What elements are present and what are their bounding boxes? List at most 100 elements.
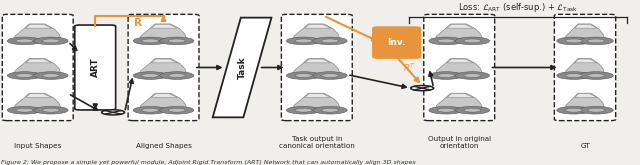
Circle shape [565,39,582,43]
Circle shape [168,74,186,77]
Circle shape [34,72,68,79]
Polygon shape [436,59,483,75]
Polygon shape [436,93,483,110]
Polygon shape [447,24,474,28]
Polygon shape [565,59,605,75]
Circle shape [588,39,605,43]
Polygon shape [26,24,52,28]
Text: Aligned Shapes: Aligned Shapes [136,143,191,149]
Text: Figure 2: We propose a simple yet powerful module, Adjoint Rigid Transform (ART): Figure 2: We propose a simple yet powerf… [1,160,415,165]
Polygon shape [305,24,331,28]
Circle shape [141,108,159,112]
Circle shape [455,37,490,45]
Polygon shape [305,94,331,98]
Circle shape [42,74,60,77]
Polygon shape [305,59,331,63]
Circle shape [16,108,33,112]
Circle shape [168,108,186,112]
Polygon shape [151,94,178,98]
Circle shape [133,37,168,45]
Circle shape [411,86,434,91]
Text: Inv.: Inv. [387,38,406,47]
Circle shape [455,106,490,114]
Text: $R^T$: $R^T$ [403,62,416,74]
Polygon shape [212,18,271,117]
Text: Task: Task [237,56,246,79]
Text: Task output in
canonical orientation: Task output in canonical orientation [279,136,355,149]
Circle shape [321,74,339,77]
Circle shape [42,39,60,43]
Circle shape [579,72,613,79]
Circle shape [565,108,582,112]
Polygon shape [447,94,474,98]
Circle shape [321,108,339,112]
Circle shape [579,37,613,45]
FancyBboxPatch shape [75,25,116,110]
Circle shape [588,108,605,112]
Circle shape [313,72,347,79]
Circle shape [287,37,321,45]
Polygon shape [140,59,187,75]
Polygon shape [575,94,597,98]
Polygon shape [575,24,597,28]
Polygon shape [293,24,340,40]
Circle shape [102,110,125,115]
Circle shape [429,72,463,79]
Polygon shape [14,24,61,40]
Circle shape [321,39,339,43]
Circle shape [429,37,463,45]
Text: ART: ART [91,58,100,77]
Polygon shape [140,93,187,110]
Circle shape [16,39,33,43]
Circle shape [437,108,454,112]
Circle shape [313,106,347,114]
Circle shape [429,106,463,114]
Circle shape [16,74,33,77]
Circle shape [295,74,312,77]
FancyBboxPatch shape [554,14,616,121]
Circle shape [8,37,42,45]
FancyBboxPatch shape [424,14,495,121]
Circle shape [557,72,591,79]
Circle shape [159,72,194,79]
Circle shape [141,39,159,43]
Circle shape [295,39,312,43]
Polygon shape [293,93,340,110]
Polygon shape [14,93,61,110]
Circle shape [8,72,42,79]
Circle shape [141,74,159,77]
Polygon shape [447,59,474,63]
Polygon shape [140,24,187,40]
Circle shape [133,72,168,79]
Circle shape [557,37,591,45]
Circle shape [287,106,321,114]
Circle shape [159,106,194,114]
Polygon shape [26,94,52,98]
Circle shape [8,106,42,114]
Circle shape [34,106,68,114]
Circle shape [133,106,168,114]
Text: Output in original
orientation: Output in original orientation [428,136,491,149]
Circle shape [464,39,481,43]
Circle shape [168,39,186,43]
Circle shape [159,37,194,45]
Polygon shape [436,24,483,40]
Circle shape [295,108,312,112]
Polygon shape [151,59,178,63]
Circle shape [565,74,582,77]
Polygon shape [14,59,61,75]
Circle shape [579,106,613,114]
Circle shape [313,37,347,45]
Circle shape [464,108,481,112]
Circle shape [287,72,321,79]
FancyBboxPatch shape [128,14,199,121]
FancyBboxPatch shape [3,14,73,121]
Polygon shape [151,24,178,28]
Circle shape [34,37,68,45]
Text: Input Shapes: Input Shapes [14,143,61,149]
Polygon shape [565,93,605,110]
Text: Loss: $\mathcal{L}_{\mathrm{ART}}$ (self-sup.) + $\mathcal{L}_{\mathrm{Task}}$: Loss: $\mathcal{L}_{\mathrm{ART}}$ (self… [458,1,578,14]
FancyBboxPatch shape [282,14,352,121]
Text: GT: GT [580,143,590,149]
Circle shape [42,108,60,112]
